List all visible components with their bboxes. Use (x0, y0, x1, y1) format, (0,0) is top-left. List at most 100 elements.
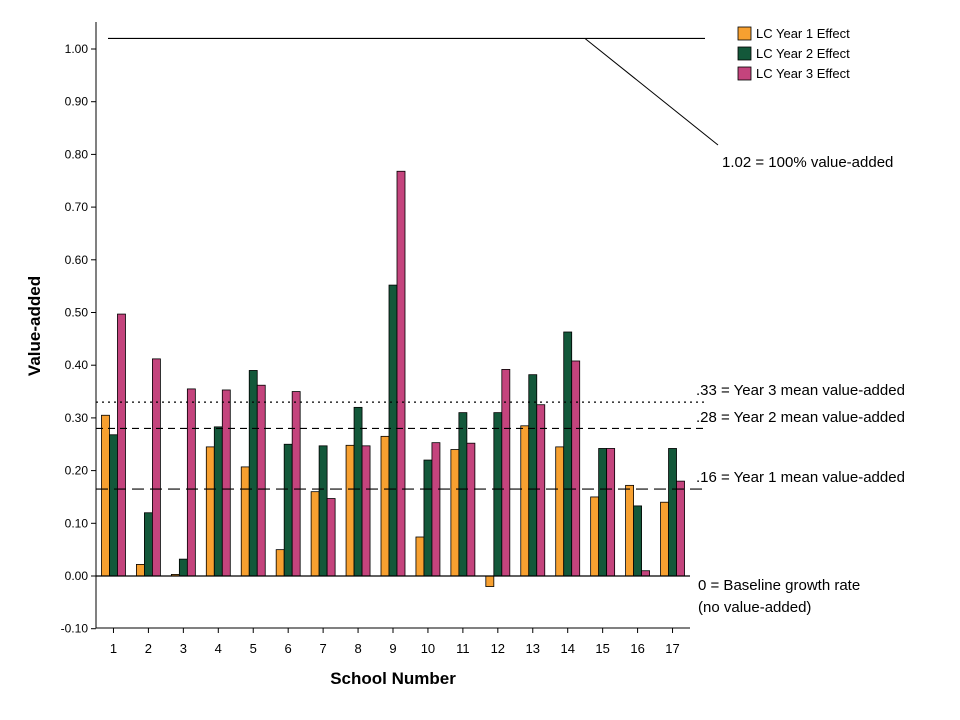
bar-lc-year-3-effect-school-1 (117, 313, 126, 577)
x-tick-label: 3 (180, 641, 187, 656)
y-tick-label: 0.40 (65, 358, 89, 372)
x-tick-label: 15 (595, 641, 609, 656)
reference-line-label-1: 1.02 = 100% value-added (722, 154, 893, 171)
reference-line-label-4: .16 = Year 1 mean value-added (696, 469, 905, 486)
bar-lc-year-3-effect-school-11 (466, 442, 476, 577)
bar-lc-year-3-effect-school-15 (606, 448, 616, 577)
bar-lc-year-2-effect-school-2 (144, 512, 153, 577)
reference-line-label-2: .33 = Year 3 mean value-added (696, 382, 905, 399)
y-tick-label: 0.70 (65, 200, 89, 214)
bar-lc-year-1-effect-school-5 (240, 466, 250, 577)
bar-lc-year-1-effect-school-8 (345, 444, 355, 577)
annotations-group: 1.02 = 100% value-added .33 = Year 3 mean… (696, 154, 905, 616)
bar-lc-year-3-effect-school-9 (396, 170, 406, 577)
y-tick-label: 0.00 (65, 569, 89, 583)
y-ticks-group: -0.10 0.00 0.10 0.20 0.30 0.40 0.50 0.60 0.70 0.8… (61, 42, 96, 636)
x-axis-title: School Number (330, 669, 456, 688)
bar-lc-year-3-effect-school-7 (326, 498, 336, 577)
bar-lc-year-3-effect-school-17 (676, 480, 685, 577)
y-tick-label: 0.10 (65, 516, 89, 530)
bar-lc-year-1-effect-school-10 (415, 536, 425, 577)
x-tick-label: 16 (630, 641, 644, 656)
legend-label-1: LC Year 1 Effect (756, 26, 850, 41)
reference-line-label-3: .28 = Year 2 mean value-added (696, 409, 905, 426)
bar-lc-year-2-effect-school-9 (388, 284, 398, 577)
legend-swatch-3 (737, 66, 752, 81)
bar-lc-year-1-effect-school-6 (275, 549, 285, 577)
bar-lc-year-2-effect-school-17 (668, 448, 677, 577)
bar-lc-year-3-effect-school-5 (256, 384, 266, 577)
bar-lc-year-1-effect-school-12 (485, 575, 495, 587)
legend-swatch-2 (737, 46, 752, 61)
y-tick-label: 0.60 (65, 253, 89, 267)
bar-lc-year-2-effect-school-13 (528, 374, 538, 577)
bar-lc-year-3-effect-school-3 (186, 388, 196, 577)
y-tick-label: 0.20 (65, 464, 89, 478)
bar-lc-year-1-effect-school-1 (101, 414, 110, 577)
bars-group (101, 170, 685, 587)
annotation-leader-line (584, 38, 719, 146)
bar-lc-year-3-effect-school-14 (571, 360, 581, 577)
bar-lc-year-3-effect-school-4 (221, 389, 231, 577)
legend: LC Year 1 Effect LC Year 2 Effect LC Year … (737, 26, 850, 81)
x-tick-label: 10 (421, 641, 435, 656)
y-tick-label: -0.10 (61, 622, 89, 636)
bar-lc-year-2-effect-school-4 (213, 426, 223, 577)
bar-lc-year-2-effect-school-11 (458, 412, 468, 577)
x-tick-label: 1 (110, 641, 117, 656)
bar-lc-year-1-effect-school-16 (625, 484, 634, 577)
bar-lc-year-1-effect-school-17 (660, 501, 669, 577)
x-tick-label: 7 (320, 641, 327, 656)
x-tick-label: 11 (456, 641, 470, 656)
x-tick-label: 8 (354, 641, 361, 656)
bar-lc-year-3-effect-school-13 (536, 404, 546, 577)
y-tick-label: 0.30 (65, 411, 89, 425)
bar-lc-year-2-effect-school-12 (493, 412, 503, 577)
legend-label-2: LC Year 2 Effect (756, 46, 850, 61)
x-tick-label: 5 (250, 641, 257, 656)
bar-lc-year-3-effect-school-10 (431, 442, 441, 577)
bar-lc-year-2-effect-school-16 (633, 505, 642, 577)
bar-lc-year-3-effect-school-12 (501, 369, 511, 577)
bar-lc-year-1-effect-school-4 (205, 446, 215, 577)
bar-lc-year-1-effect-school-7 (310, 491, 320, 577)
y-tick-label: 0.50 (65, 306, 89, 320)
bar-lc-year-2-effect-school-7 (318, 445, 328, 577)
x-tick-label: 2 (145, 641, 152, 656)
bar-lc-year-2-effect-school-6 (283, 443, 293, 577)
bar-lc-year-2-effect-school-5 (248, 370, 258, 577)
bar-lc-year-1-effect-school-15 (590, 496, 600, 577)
x-ticks-group: 1 2 3 4 5 6 7 8 9 10 11 12 13 14 15 16 17 (110, 628, 680, 656)
bar-lc-year-2-effect-school-3 (178, 558, 188, 577)
bar-lc-year-1-effect-school-2 (136, 564, 145, 577)
bar-lc-year-2-effect-school-10 (423, 459, 433, 577)
x-tick-label: 4 (215, 641, 222, 656)
bar-lc-year-1-effect-school-14 (555, 446, 565, 577)
y-tick-label: 0.90 (65, 95, 89, 109)
x-tick-label: 12 (491, 641, 505, 656)
bar-lc-year-1-effect-school-9 (380, 435, 390, 577)
bar-lc-year-3-effect-school-8 (361, 445, 371, 577)
x-tick-label: 13 (526, 641, 540, 656)
bar-lc-year-3-effect-school-16 (641, 570, 650, 577)
x-tick-label: 14 (560, 641, 574, 656)
x-tick-label: 6 (285, 641, 292, 656)
x-tick-label: 17 (665, 641, 679, 656)
bar-lc-year-2-effect-school-1 (109, 434, 118, 577)
legend-label-3: LC Year 3 Effect (756, 66, 850, 81)
y-tick-label: 1.00 (65, 42, 89, 56)
y-tick-label: 0.80 (65, 147, 89, 161)
reference-line-label-5: 0 = Baseline growth rate (698, 577, 860, 594)
y-axis-title: Value-added (25, 276, 44, 376)
bar-lc-year-1-effect-school-11 (450, 449, 460, 577)
bar-lc-year-3-effect-school-6 (291, 391, 301, 577)
bar-lc-year-2-effect-school-14 (563, 331, 573, 577)
reference-lines-group (96, 37, 719, 577)
legend-swatch-1 (737, 26, 752, 41)
bar-lc-year-2-effect-school-8 (353, 406, 363, 577)
x-tick-label: 9 (389, 641, 396, 656)
bar-lc-year-3-effect-school-2 (152, 358, 161, 577)
reference-line-sublabel-5: (no value-added) (698, 599, 811, 616)
bar-lc-year-1-effect-school-13 (520, 425, 530, 577)
